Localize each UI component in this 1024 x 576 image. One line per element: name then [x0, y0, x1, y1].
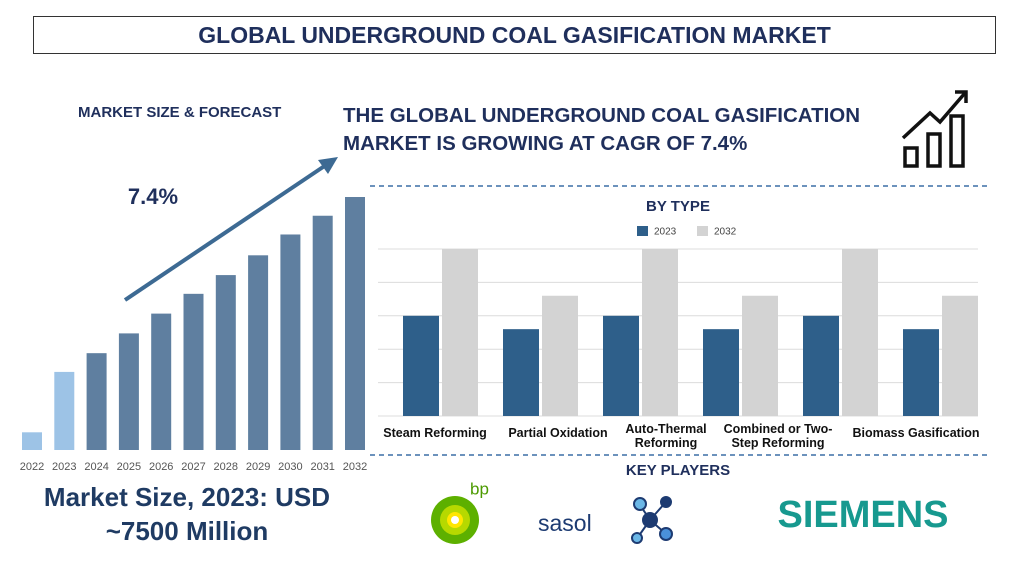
x-tick-label: Biomass Gasification: [852, 426, 980, 440]
bar: [942, 295, 978, 416]
bar: [503, 329, 539, 416]
trend-arrow: [123, 157, 338, 302]
x-tick-label: 2025: [117, 461, 141, 473]
logo-text: sasol: [538, 510, 592, 536]
x-tick-label: 2022: [20, 461, 44, 473]
bar: [54, 371, 75, 450]
bp-logo: [431, 496, 479, 544]
x-tick-label: 2028: [214, 461, 238, 473]
bar: [903, 329, 939, 416]
section-title: KEY PLAYERS: [626, 462, 730, 479]
bar: [118, 333, 139, 450]
x-tick-label: 2032: [343, 461, 367, 473]
bar: [22, 432, 42, 450]
market-size-note: Market Size, 2023: USD ~7500 Million: [43, 482, 331, 546]
bar: [280, 234, 301, 450]
chart-title: BY TYPE: [646, 198, 710, 215]
x-tick-label: Combined or Two-Step Reforming: [723, 422, 833, 450]
bar: [248, 255, 269, 450]
legend-swatch: [637, 226, 648, 236]
sasol-molecule: [631, 496, 673, 544]
bar: [542, 295, 578, 416]
legend-swatch: [697, 226, 708, 236]
logo-text: SIEMENS: [777, 494, 948, 536]
bar: [742, 295, 778, 416]
x-tick-label: Auto-Thermal Reforming: [625, 422, 707, 450]
bar: [312, 215, 333, 450]
bar: [183, 293, 204, 450]
chart-title: MARKET SIZE & FORECAST: [78, 104, 282, 121]
x-tick-label: Steam Reforming: [383, 426, 487, 440]
bar: [803, 315, 839, 416]
bar: [86, 353, 107, 450]
logo-text: bp: [470, 479, 489, 498]
bar: [842, 249, 878, 416]
bar: [603, 315, 639, 416]
x-tick-label: 2026: [149, 461, 173, 473]
x-tick-label: 2030: [278, 461, 302, 473]
bar: [403, 315, 439, 416]
x-tick-label: 2027: [181, 461, 205, 473]
x-tick-label: Partial Oxidation: [508, 426, 608, 440]
headline: THE GLOBAL UNDERGROUND COAL GASIFICATION…: [343, 104, 861, 155]
bar: [215, 275, 236, 450]
legend-label: 2023: [654, 227, 677, 238]
bar: [442, 249, 478, 416]
x-tick-label: 2029: [246, 461, 270, 473]
page-title: GLOBAL UNDERGROUND COAL GASIFICATION MAR…: [33, 16, 996, 54]
bar: [703, 329, 739, 416]
bar: [151, 313, 172, 450]
bar: [642, 249, 678, 416]
growth-icon: [901, 90, 968, 168]
bar: [345, 197, 365, 450]
legend-label: 2032: [714, 227, 737, 238]
x-tick-label: 2031: [310, 461, 334, 473]
x-tick-label: 2024: [84, 461, 108, 473]
x-tick-label: 2023: [52, 461, 76, 473]
cagr-label: 7.4%: [128, 184, 178, 209]
